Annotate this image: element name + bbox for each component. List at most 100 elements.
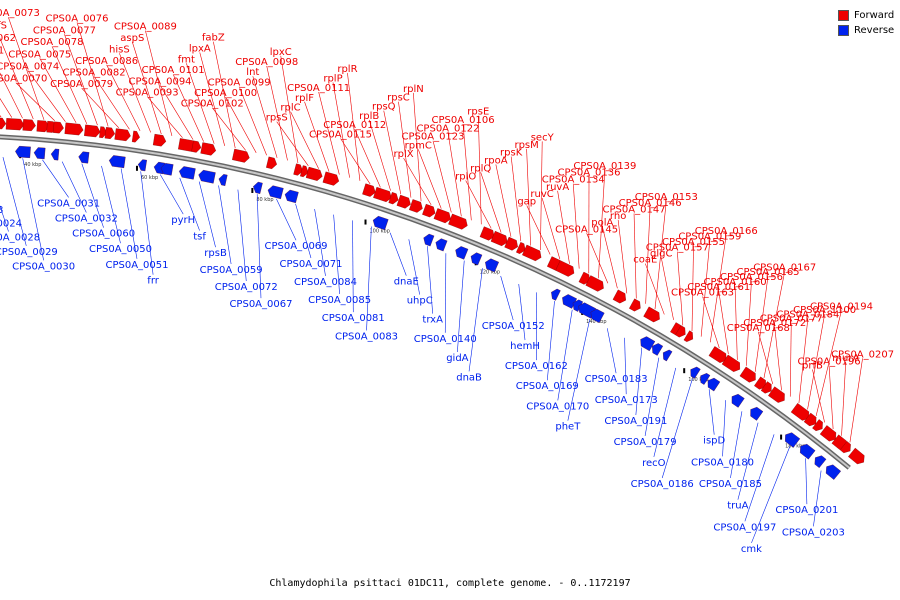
leader-line [798, 318, 809, 404]
leader-line [709, 234, 727, 343]
gene-label: CPS0A_0160 [704, 277, 767, 288]
leader-line [218, 185, 232, 265]
gene-label: CPS0A_0084 [294, 277, 357, 288]
legend-forward: Forward [838, 8, 894, 23]
gene-label: CPS0A_0032 [55, 213, 118, 224]
forward-gene [104, 127, 116, 139]
gene-label: CPS0A_0201 [775, 505, 838, 516]
tick-label: 140 kbp [586, 319, 606, 325]
forward-gene [643, 306, 660, 323]
forward-gene [362, 183, 376, 197]
gene-label: CPS0A_1100 [793, 305, 856, 316]
leader-line [413, 92, 422, 202]
leader-line [61, 161, 87, 213]
forward-gene [300, 165, 309, 178]
leader-line [447, 132, 462, 217]
reverse-gene [470, 252, 483, 266]
gene-label: CPS0A_0083 [335, 331, 398, 342]
reverse-gene [640, 336, 656, 352]
forward-gene [422, 203, 436, 218]
gene-label: ruvA [546, 182, 569, 193]
gene-label: dnaE [394, 277, 419, 288]
leader-line [567, 318, 591, 421]
leader-line [462, 123, 472, 221]
leader-line [145, 30, 173, 136]
reverse-gene [455, 246, 469, 260]
leader-line [186, 63, 215, 144]
gene-label: CPS0A_0067 [229, 299, 292, 310]
forward-gene [293, 163, 303, 176]
forward-gene [629, 298, 641, 312]
forward-gene [232, 148, 250, 163]
gene-label: glgC [650, 248, 672, 259]
reverse-gene [423, 233, 435, 247]
leader-line [389, 232, 407, 276]
tick-label: 160 kbp [688, 377, 708, 383]
gene-label: CPS0A_0111 [287, 83, 350, 94]
leader-line [510, 156, 522, 242]
gene-label: rplB [359, 111, 379, 122]
leader-line [660, 257, 674, 320]
leader-line [691, 245, 694, 331]
gene-label: CPS0A_0139 [573, 161, 636, 172]
leader-line [737, 422, 759, 500]
gene-label: CPS0A_0166 [695, 226, 758, 237]
leader-line [744, 434, 775, 522]
leader-line [340, 138, 371, 185]
reverse-gene [750, 406, 764, 421]
leader-line [547, 300, 555, 381]
gene-label: CPS0A_0168 [727, 323, 790, 334]
gene-label: CPS0A_0070 [0, 74, 47, 85]
gene-label: CPS0A_0177 [760, 314, 823, 325]
leader-line [427, 246, 433, 314]
gene-label: trxA [422, 315, 443, 326]
leader-line [81, 163, 104, 228]
gene-label: rpsS [266, 113, 288, 124]
gene-label: CPS0A_0146 [619, 198, 682, 209]
leader-line [812, 369, 825, 423]
leader-line [774, 327, 782, 391]
leader-line [354, 128, 381, 188]
gene-label: frr [147, 276, 159, 287]
gene-label: CPS0A_0169 [516, 381, 579, 392]
reverse-gene [178, 166, 196, 180]
gene-label: uhpC [407, 296, 433, 307]
gene-label: CPS0A_0072 [215, 282, 278, 293]
gene-label: CPS0A_0077 [33, 25, 96, 36]
gene-label: polA [591, 217, 613, 228]
leader-line [541, 198, 561, 260]
leader-line [15, 82, 55, 121]
gene-label: CPS0A_0074 [0, 61, 59, 72]
forward-gene [612, 289, 626, 304]
leader-line [572, 183, 580, 269]
gene-label: CPS0A_0061 [0, 46, 4, 57]
leader-line [403, 157, 432, 206]
leader-line [754, 275, 769, 372]
leader-line [140, 171, 154, 275]
forward-gene [114, 128, 131, 142]
gene-label: fmt [178, 54, 195, 65]
leader-line [179, 177, 200, 231]
gene-label: gap [517, 197, 536, 208]
gene-label: CPS0A_0060 [72, 229, 135, 240]
leader-line [120, 168, 138, 259]
gene-label: CPS0A_0185 [699, 479, 762, 490]
gene-label: rpoA [484, 155, 508, 166]
leader-line [332, 82, 350, 178]
leader-line [347, 72, 361, 181]
forward-gene [433, 208, 451, 224]
leader-line [408, 239, 420, 295]
gene-label: CPS0A_0207 [831, 349, 894, 360]
reverse-gene [267, 185, 284, 200]
gene-label: CPS0A_0153 [635, 192, 698, 203]
leader-line [702, 296, 720, 349]
forward-gene [812, 419, 823, 432]
leader-line [758, 331, 774, 385]
gene-label: CPS0A_0191 [604, 416, 667, 427]
gene-label: dnaB [456, 372, 482, 383]
gene-label: prfB [802, 361, 823, 372]
gene-label: CPS0A_0161 [687, 282, 750, 293]
leader-line [789, 322, 792, 397]
gene-features [0, 117, 865, 480]
gene-label: CPS0A_0031 [37, 198, 100, 209]
